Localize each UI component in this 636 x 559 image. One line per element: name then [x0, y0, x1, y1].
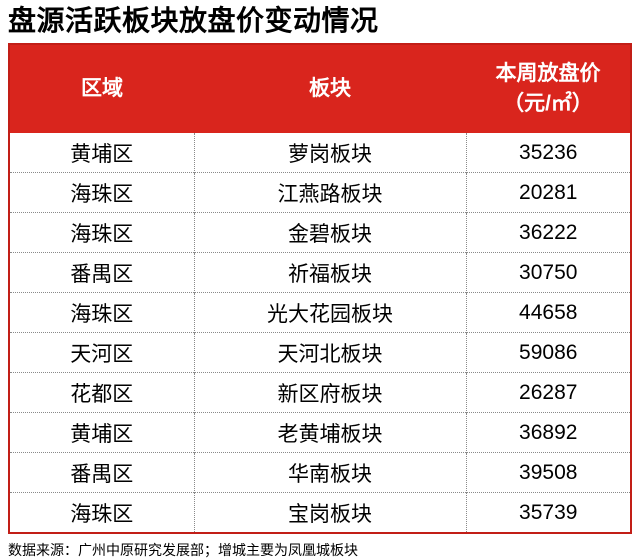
table-row: 海珠区 宝岗板块 35739: [9, 492, 631, 533]
region-cell: 番禺区: [9, 452, 194, 493]
page-title: 盘源活跃板块放盘价变动情况: [8, 5, 379, 36]
table-row: 番禺区 祈福板块 30750: [9, 252, 631, 293]
table-header: 区域 板块 本周放盘价 （元/㎡）: [9, 44, 631, 133]
table-row: 海珠区 金碧板块 36222: [9, 212, 631, 253]
table-row: 番禺区 华南板块 39508: [9, 452, 631, 493]
column-header-block: 板块: [194, 44, 466, 133]
block-cell: 光大花园板块: [193, 292, 466, 333]
price-cell: 36892: [465, 412, 631, 453]
column-header-region-label: 区域: [81, 77, 123, 100]
block-cell: 宝岗板块: [193, 492, 466, 533]
table-row: 海珠区 光大花园板块 44658: [9, 292, 631, 333]
table-row: 黄埔区 老黄埔板块 36892: [9, 412, 631, 453]
block-cell: 天河北板块: [193, 332, 466, 373]
region-cell: 海珠区: [9, 172, 194, 213]
price-cell: 39508: [465, 452, 631, 493]
block-cell: 祈福板块: [193, 252, 466, 293]
region-cell: 黄埔区: [9, 133, 194, 173]
block-cell: 华南板块: [193, 452, 466, 493]
block-cell: 萝岗板块: [193, 133, 466, 173]
region-cell: 番禺区: [9, 252, 194, 293]
price-table: 区域 板块 本周放盘价 （元/㎡） 黄埔区 萝岗板块 35236 海珠区 江燕路板块 20…: [8, 43, 632, 534]
table-row: 天河区 天河北板块 59086: [9, 332, 631, 373]
region-cell: 天河区: [9, 332, 194, 373]
price-cell: 35739: [465, 492, 631, 533]
data-source-note: 数据来源：广州中原研究发展部；增城主要为凤凰城板块: [8, 542, 358, 558]
price-cell: 30750: [465, 252, 631, 293]
region-cell: 海珠区: [9, 212, 194, 253]
table-row: 海珠区 江燕路板块 20281: [9, 172, 631, 213]
column-header-price: 本周放盘价 （元/㎡）: [466, 44, 631, 133]
block-cell: 新区府板块: [193, 372, 466, 413]
block-cell: 金碧板块: [193, 212, 466, 253]
price-cell: 44658: [465, 292, 631, 333]
table-row: 黄埔区 萝岗板块 35236: [9, 133, 631, 173]
region-cell: 海珠区: [9, 492, 194, 533]
table-body: 黄埔区 萝岗板块 35236 海珠区 江燕路板块 20281 海珠区 金碧板块 36222 番禺区…: [9, 133, 631, 533]
price-cell: 26287: [465, 372, 631, 413]
column-header-price-unit: （元/㎡）: [503, 92, 593, 115]
price-cell: 20281: [465, 172, 631, 213]
column-header-block-label: 板块: [309, 77, 351, 100]
region-cell: 黄埔区: [9, 412, 194, 453]
price-cell: 35236: [465, 133, 631, 173]
block-cell: 江燕路板块: [193, 172, 466, 213]
table-row: 花都区 新区府板块 26287: [9, 372, 631, 413]
region-cell: 花都区: [9, 372, 194, 413]
price-cell: 59086: [465, 332, 631, 373]
column-header-region: 区域: [9, 44, 194, 133]
column-header-price-label: 本周放盘价: [495, 62, 601, 85]
block-cell: 老黄埔板块: [193, 412, 466, 453]
region-cell: 海珠区: [9, 292, 194, 333]
price-cell: 36222: [465, 212, 631, 253]
